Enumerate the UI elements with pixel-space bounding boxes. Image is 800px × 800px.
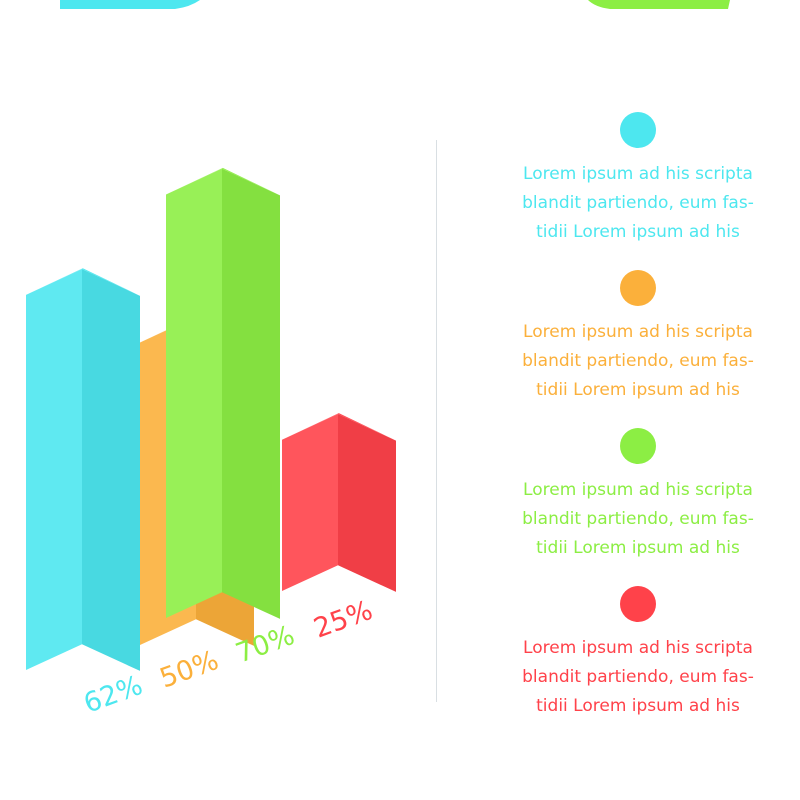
value-label-1: 62% — [80, 670, 147, 720]
legend-text: Lorem ipsum ad his scripta blandit partie… — [480, 476, 796, 563]
legend-text-line: blandit partiendo, eum fas- — [522, 667, 754, 687]
legend-text: Lorem ipsum ad his scripta blandit partie… — [480, 634, 796, 721]
legend-text-line: Lorem ipsum ad his scripta — [523, 164, 753, 184]
bar-3 — [166, 167, 280, 619]
legend-text-line: Lorem ipsum ad his scripta — [523, 638, 753, 658]
legend-dot-icon — [620, 112, 656, 148]
legend-text: Lorem ipsum ad his scripta blandit partie… — [480, 160, 796, 247]
legend-text-line: blandit partiendo, eum fas- — [522, 509, 754, 529]
legend-item: Lorem ipsum ad his scripta blandit partie… — [480, 112, 796, 247]
legend-dot-icon — [620, 270, 656, 306]
legend-text-line: blandit partiendo, eum fas- — [522, 351, 754, 371]
legend-item: Lorem ipsum ad his scripta blandit partie… — [480, 270, 796, 405]
bar-1-side — [82, 269, 140, 671]
legend-text-line: tidii Lorem ipsum ad his — [536, 380, 740, 400]
value-label-4: 25% — [310, 595, 377, 645]
legend-dot-icon — [620, 428, 656, 464]
legend-text: Lorem ipsum ad his scripta blandit partie… — [480, 318, 796, 405]
bar-4-side — [338, 413, 396, 592]
legend-text-line: Lorem ipsum ad his scripta — [523, 480, 753, 500]
green-top-shape — [588, 0, 730, 9]
bar-4 — [282, 413, 396, 592]
legend-item: Lorem ipsum ad his scripta blandit partie… — [480, 428, 796, 563]
legend-text-line: Lorem ipsum ad his scripta — [523, 322, 753, 342]
legend-text-line: tidii Lorem ipsum ad his — [536, 222, 740, 242]
bar-3-front — [166, 168, 222, 619]
top-decoration — [60, 0, 730, 9]
legend-text-line: tidii Lorem ipsum ad his — [536, 538, 740, 558]
divider — [436, 140, 437, 702]
bars — [26, 167, 396, 671]
legend-dot-icon — [620, 586, 656, 622]
value-label-2: 50% — [156, 645, 223, 695]
legend-text-line: blandit partiendo, eum fas- — [522, 193, 754, 213]
cyan-top-shape — [60, 0, 200, 9]
legend-item: Lorem ipsum ad his scripta blandit partie… — [480, 586, 796, 721]
bar-4-front — [282, 413, 338, 591]
bar-1 — [26, 268, 140, 671]
bar-3-side — [222, 168, 280, 619]
bar-1-front — [26, 269, 82, 670]
legend-text-line: tidii Lorem ipsum ad his — [536, 696, 740, 716]
